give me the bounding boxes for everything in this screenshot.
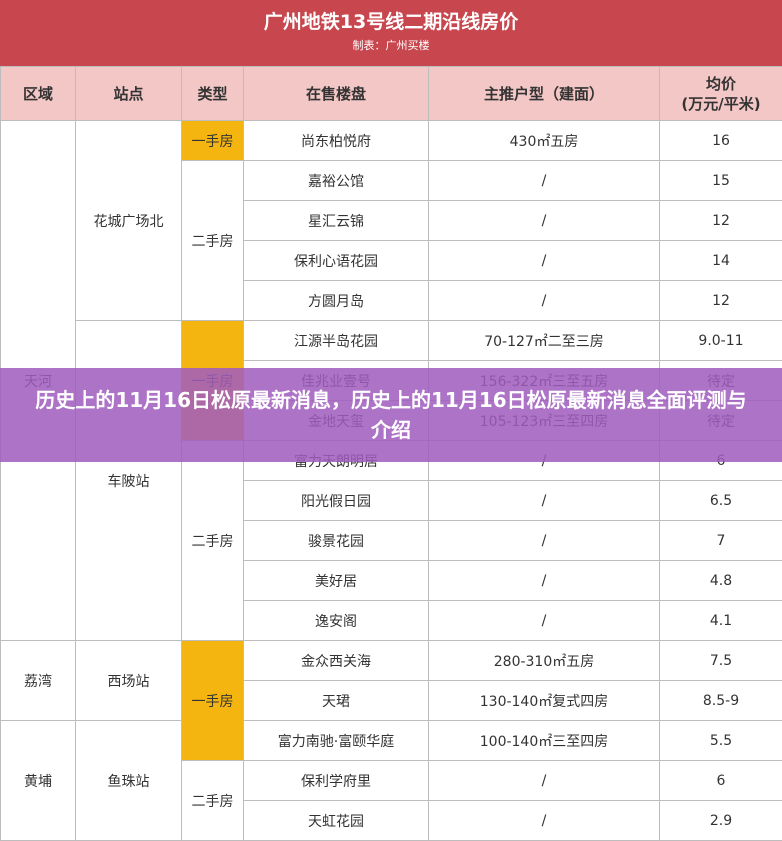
- layout-cell: 430㎡五房: [429, 121, 660, 161]
- estate-cell: 保利心语花园: [244, 241, 429, 281]
- title-band: 广州地铁13号线二期沿线房价 制表：广州买楼: [0, 0, 782, 66]
- header-cell: 类型: [182, 67, 244, 121]
- estate-cell: 金众西关海: [244, 641, 429, 681]
- layout-cell: /: [429, 161, 660, 201]
- estate-cell: 嘉裕公馆: [244, 161, 429, 201]
- header-line: (万元/平米): [660, 94, 782, 114]
- estate-cell: 江源半岛花园: [244, 321, 429, 361]
- layout-cell: /: [429, 801, 660, 841]
- price-cell: 12: [660, 201, 782, 241]
- header-cell: 在售楼盘: [244, 67, 429, 121]
- price-cell: 8.5-9: [660, 681, 782, 721]
- estate-cell: 阳光假日园: [244, 481, 429, 521]
- district-cell: 荔湾: [1, 641, 76, 721]
- layout-cell: /: [429, 761, 660, 801]
- price-cell: 5.5: [660, 721, 782, 761]
- price-cell: 2.9: [660, 801, 782, 841]
- layout-cell: /: [429, 201, 660, 241]
- layout-cell: /: [429, 281, 660, 321]
- price-cell: 7.5: [660, 641, 782, 681]
- type-cell: 二手房: [182, 161, 244, 321]
- estate-cell: 星汇云锦: [244, 201, 429, 241]
- header-cell: 区域: [1, 67, 76, 121]
- layout-cell: 280-310㎡五房: [429, 641, 660, 681]
- header-cell: 主推户型（建面）: [429, 67, 660, 121]
- station-cell: 西场站: [76, 641, 182, 721]
- header-row: 区域站点类型在售楼盘主推户型（建面）均价(万元/平米): [1, 67, 782, 121]
- estate-cell: 富力南驰·富颐华庭: [244, 721, 429, 761]
- estate-cell: 保利学府里: [244, 761, 429, 801]
- layout-cell: 130-140㎡复式四房: [429, 681, 660, 721]
- title: 广州地铁13号线二期沿线房价: [0, 8, 782, 36]
- estate-cell: 骏景花园: [244, 521, 429, 561]
- layout-cell: /: [429, 241, 660, 281]
- header-cell: 站点: [76, 67, 182, 121]
- price-cell: 7: [660, 521, 782, 561]
- estate-cell: 美好居: [244, 561, 429, 601]
- type-cell: 一手房: [182, 641, 244, 761]
- estate-cell: 天虹花园: [244, 801, 429, 841]
- price-cell: 9.0-11: [660, 321, 782, 361]
- type-cell: 二手房: [182, 441, 244, 641]
- station-cell: 花城广场北: [76, 121, 182, 321]
- estate-cell: 方圆月岛: [244, 281, 429, 321]
- price-cell: 16: [660, 121, 782, 161]
- price-cell: 15: [660, 161, 782, 201]
- estate-cell: 尚东柏悦府: [244, 121, 429, 161]
- overlay-banner: 历史上的11月16日松原最新消息，历史上的11月16日松原最新消息全面评测与介绍: [0, 368, 782, 462]
- subtitle: 制表：广州买楼: [0, 36, 782, 56]
- header-cell: 均价(万元/平米): [660, 67, 782, 121]
- header-line: 均价: [660, 74, 782, 94]
- layout-cell: /: [429, 601, 660, 641]
- district-cell: 黄埔: [1, 721, 76, 841]
- price-cell: 6.5: [660, 481, 782, 521]
- price-cell: 12: [660, 281, 782, 321]
- layout-cell: /: [429, 481, 660, 521]
- layout-cell: /: [429, 521, 660, 561]
- table-row: 天河花城广场北一手房尚东柏悦府430㎡五房16: [1, 121, 782, 161]
- price-cell: 14: [660, 241, 782, 281]
- estate-cell: 天珺: [244, 681, 429, 721]
- layout-cell: /: [429, 561, 660, 601]
- price-cell: 4.8: [660, 561, 782, 601]
- layout-cell: 70-127㎡二至三房: [429, 321, 660, 361]
- price-cell: 6: [660, 761, 782, 801]
- type-cell: 一手房: [182, 121, 244, 161]
- estate-cell: 逸安阁: [244, 601, 429, 641]
- price-cell: 4.1: [660, 601, 782, 641]
- type-cell: 二手房: [182, 761, 244, 841]
- station-cell: 鱼珠站: [76, 721, 182, 841]
- layout-cell: 100-140㎡三至四房: [429, 721, 660, 761]
